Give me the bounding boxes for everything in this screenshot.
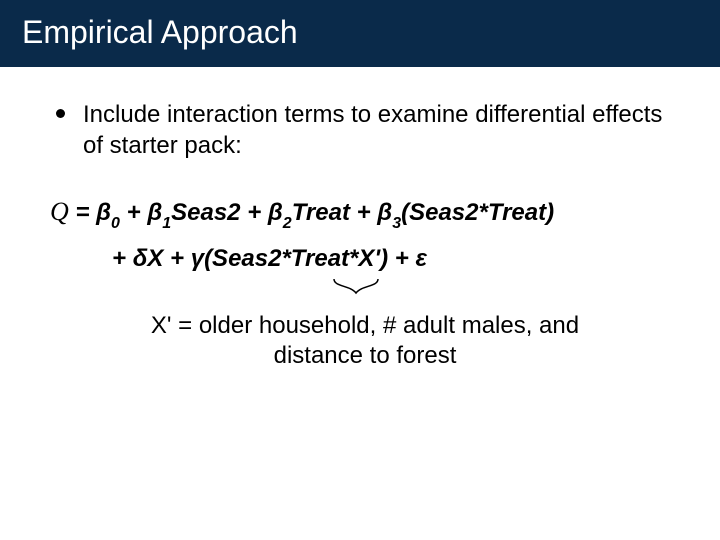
- title-bar: Empirical Approach: [0, 0, 720, 67]
- bullet-icon: [56, 109, 65, 118]
- eq-tinter: (Seas2*Treat*X') +: [204, 245, 415, 272]
- brace-icon: [332, 277, 380, 303]
- eq-b1: β: [147, 199, 162, 226]
- eq-b0-sub: 0: [111, 215, 120, 232]
- eq-b3: β: [377, 199, 392, 226]
- eq-t3: (Seas2*Treat): [401, 199, 554, 226]
- eq-plus2: +: [112, 245, 133, 272]
- eq-eq: =: [69, 199, 96, 226]
- eq-b2-sub: 2: [283, 215, 292, 232]
- eq-gamma: γ: [191, 245, 204, 272]
- eq-delta: δ: [133, 245, 148, 272]
- eq-plus1: +: [120, 199, 147, 226]
- explanation-text: X' = older household, # adult males, and…: [50, 311, 680, 371]
- bullet-text: Include interaction terms to examine dif…: [83, 99, 680, 161]
- eq-b0: β: [96, 199, 111, 226]
- eq-b3-sub: 3: [392, 215, 401, 232]
- equation-line-1: Q = β0 + β1Seas2 + β2Treat + β3(Seas2*Tr…: [50, 197, 680, 231]
- eq-t1: Seas2 +: [171, 199, 268, 226]
- equation-line-2: + δX + γ(Seas2*Treat*X') + ε: [112, 245, 680, 273]
- eq-b2: β: [268, 199, 283, 226]
- content-area: Include interaction terms to examine dif…: [0, 67, 720, 371]
- eq-b1-sub: 1: [162, 215, 171, 232]
- eq-Q: Q: [50, 197, 69, 226]
- eq-t2: Treat +: [292, 199, 378, 226]
- equation-block: Q = β0 + β1Seas2 + β2Treat + β3(Seas2*Tr…: [50, 197, 680, 371]
- slide-title: Empirical Approach: [22, 14, 298, 50]
- eq-tX: X +: [147, 245, 190, 272]
- eq-eps: ε: [415, 245, 426, 272]
- bullet-item: Include interaction terms to examine dif…: [56, 99, 680, 161]
